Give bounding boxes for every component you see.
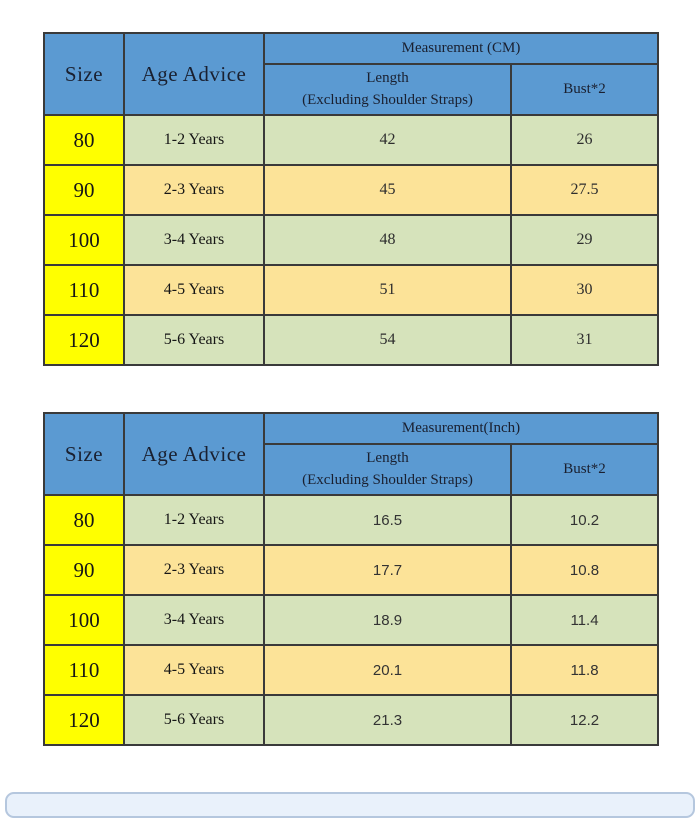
length-value-cell: 48: [263, 214, 512, 266]
bust-value-cell: 29: [510, 214, 659, 266]
age-value-cell: 4-5 Years: [123, 644, 265, 696]
bust-value-cell: 26: [510, 114, 659, 166]
length-value-cell: 18.9: [263, 594, 512, 646]
length-value-cell: 45: [263, 164, 512, 216]
length-value-cell: 51: [263, 264, 512, 316]
size-chart-table-cm: Size Age Advice Measurement (CM) Length …: [43, 32, 659, 366]
length-column-header: Length (Excluding Shoulder Straps): [263, 443, 512, 496]
size-value-cell: 80: [43, 494, 125, 546]
age-value-cell: 1-2 Years: [123, 114, 265, 166]
age-value-cell: 3-4 Years: [123, 594, 265, 646]
table-row: 80 1-2 Years 42 26: [43, 114, 659, 166]
bust-value-cell: 27.5: [510, 164, 659, 216]
age-value-cell: 5-6 Years: [123, 694, 265, 746]
length-value-cell: 20.1: [263, 644, 512, 696]
bust-value-cell: 10.8: [510, 544, 659, 596]
table-row: 120 5-6 Years 21.3 12.2: [43, 694, 659, 746]
size-column-header: Size: [43, 32, 125, 116]
table-row: 90 2-3 Years 45 27.5: [43, 164, 659, 216]
age-value-cell: 2-3 Years: [123, 164, 265, 216]
size-value-cell: 90: [43, 544, 125, 596]
bust-value-cell: 30: [510, 264, 659, 316]
table-row: 120 5-6 Years 54 31: [43, 314, 659, 366]
size-value-cell: 110: [43, 264, 125, 316]
bust-value-cell: 31: [510, 314, 659, 366]
size-value-cell: 80: [43, 114, 125, 166]
age-column-header: Age Advice: [123, 32, 265, 116]
age-value-cell: 2-3 Years: [123, 544, 265, 596]
age-value-cell: 3-4 Years: [123, 214, 265, 266]
bust-value-cell: 10.2: [510, 494, 659, 546]
length-header-line2: (Excluding Shoulder Straps): [302, 471, 473, 488]
length-value-cell: 54: [263, 314, 512, 366]
bust-column-header: Bust*2: [510, 443, 659, 496]
table-row: 80 1-2 Years 16.5 10.2: [43, 494, 659, 546]
size-value-cell: 120: [43, 314, 125, 366]
measurement-group-header: Measurement(Inch): [263, 412, 659, 445]
age-value-cell: 1-2 Years: [123, 494, 265, 546]
size-value-cell: 100: [43, 214, 125, 266]
size-value-cell: 90: [43, 164, 125, 216]
length-value-cell: 21.3: [263, 694, 512, 746]
table-row: 100 3-4 Years 48 29: [43, 214, 659, 266]
age-value-cell: 4-5 Years: [123, 264, 265, 316]
length-value-cell: 17.7: [263, 544, 512, 596]
length-header-line1: Length: [366, 69, 409, 86]
age-value-cell: 5-6 Years: [123, 314, 265, 366]
length-header-line1: Length: [366, 449, 409, 466]
length-value-cell: 16.5: [263, 494, 512, 546]
bust-value-cell: 11.4: [510, 594, 659, 646]
size-column-header: Size: [43, 412, 125, 496]
length-column-header: Length (Excluding Shoulder Straps): [263, 63, 512, 116]
size-value-cell: 100: [43, 594, 125, 646]
size-value-cell: 120: [43, 694, 125, 746]
bust-value-cell: 11.8: [510, 644, 659, 696]
bottom-bar[interactable]: [5, 792, 695, 818]
size-chart-table-inch: Size Age Advice Measurement(Inch) Length…: [43, 412, 659, 746]
bust-column-header: Bust*2: [510, 63, 659, 116]
length-header-line2: (Excluding Shoulder Straps): [302, 91, 473, 108]
measurement-group-header: Measurement (CM): [263, 32, 659, 65]
table-row: 110 4-5 Years 51 30: [43, 264, 659, 316]
table-row: 100 3-4 Years 18.9 11.4: [43, 594, 659, 646]
length-value-cell: 42: [263, 114, 512, 166]
table-row: 110 4-5 Years 20.1 11.8: [43, 644, 659, 696]
age-column-header: Age Advice: [123, 412, 265, 496]
size-value-cell: 110: [43, 644, 125, 696]
bust-value-cell: 12.2: [510, 694, 659, 746]
table-row: 90 2-3 Years 17.7 10.8: [43, 544, 659, 596]
